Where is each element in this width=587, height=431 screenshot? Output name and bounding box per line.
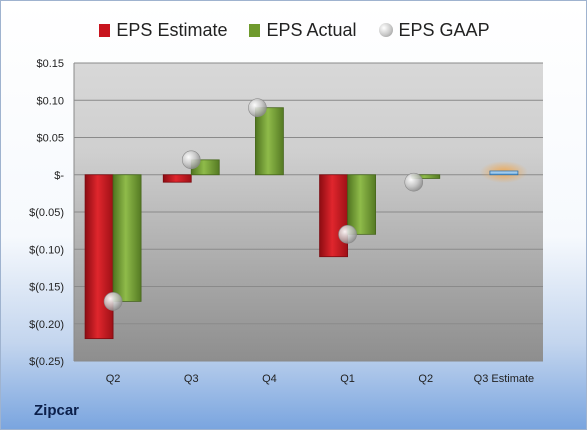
eps-next-estimate-bar	[489, 170, 519, 176]
y-tick-label: $0.10	[36, 95, 64, 107]
y-tick-label: $-	[54, 170, 64, 182]
eps-estimate-bar	[319, 174, 348, 258]
eps-actual-bar	[255, 107, 284, 176]
x-tick-label: Q3 Estimate	[474, 373, 535, 385]
legend-item-eps-estimate: EPS Estimate	[99, 20, 227, 41]
y-tick-label: $0.15	[36, 58, 64, 70]
eps-gaap-point	[404, 172, 424, 192]
eps-gaap-point	[181, 150, 201, 170]
legend-swatch-eps-estimate	[99, 23, 111, 37]
x-tick-label: Q3	[184, 373, 199, 385]
x-tick-label: Q2	[418, 373, 433, 385]
eps-actual-bar	[347, 174, 376, 235]
y-tick-label: $0.05	[36, 133, 64, 145]
y-tick-label: $(0.15)	[29, 282, 64, 294]
eps-actual-bar	[112, 174, 142, 302]
eps-gaap-point	[103, 292, 123, 311]
eps-estimate-bar	[162, 174, 192, 183]
eps-estimate-bar	[84, 174, 114, 340]
legend-item-eps-gaap: EPS GAAP	[378, 19, 490, 41]
y-tick-label: $(0.10)	[29, 244, 64, 256]
y-tick-label: $(0.05)	[29, 207, 64, 219]
legend-label-eps-estimate: EPS Estimate	[116, 19, 228, 40]
legend: EPS Estimate EPS Actual EPS GAAP	[1, 15, 587, 45]
x-tick-label: Q2	[106, 373, 121, 385]
y-tick-label: $(0.25)	[29, 356, 64, 368]
legend-label-eps-actual: EPS Actual	[266, 19, 357, 40]
legend-label-eps-gaap: EPS GAAP	[398, 19, 490, 40]
x-tick-label: Q4	[262, 373, 277, 385]
x-tick-label: Q1	[340, 373, 355, 385]
legend-swatch-eps-gaap	[378, 23, 393, 37]
eps-gaap-point	[248, 98, 267, 117]
y-tick-label: $(0.20)	[29, 319, 64, 331]
eps-gaap-point	[338, 225, 357, 244]
legend-item-eps-actual: EPS Actual	[249, 19, 357, 41]
legend-swatch-eps-actual	[249, 23, 261, 37]
company-name: Zipcar	[34, 402, 80, 419]
